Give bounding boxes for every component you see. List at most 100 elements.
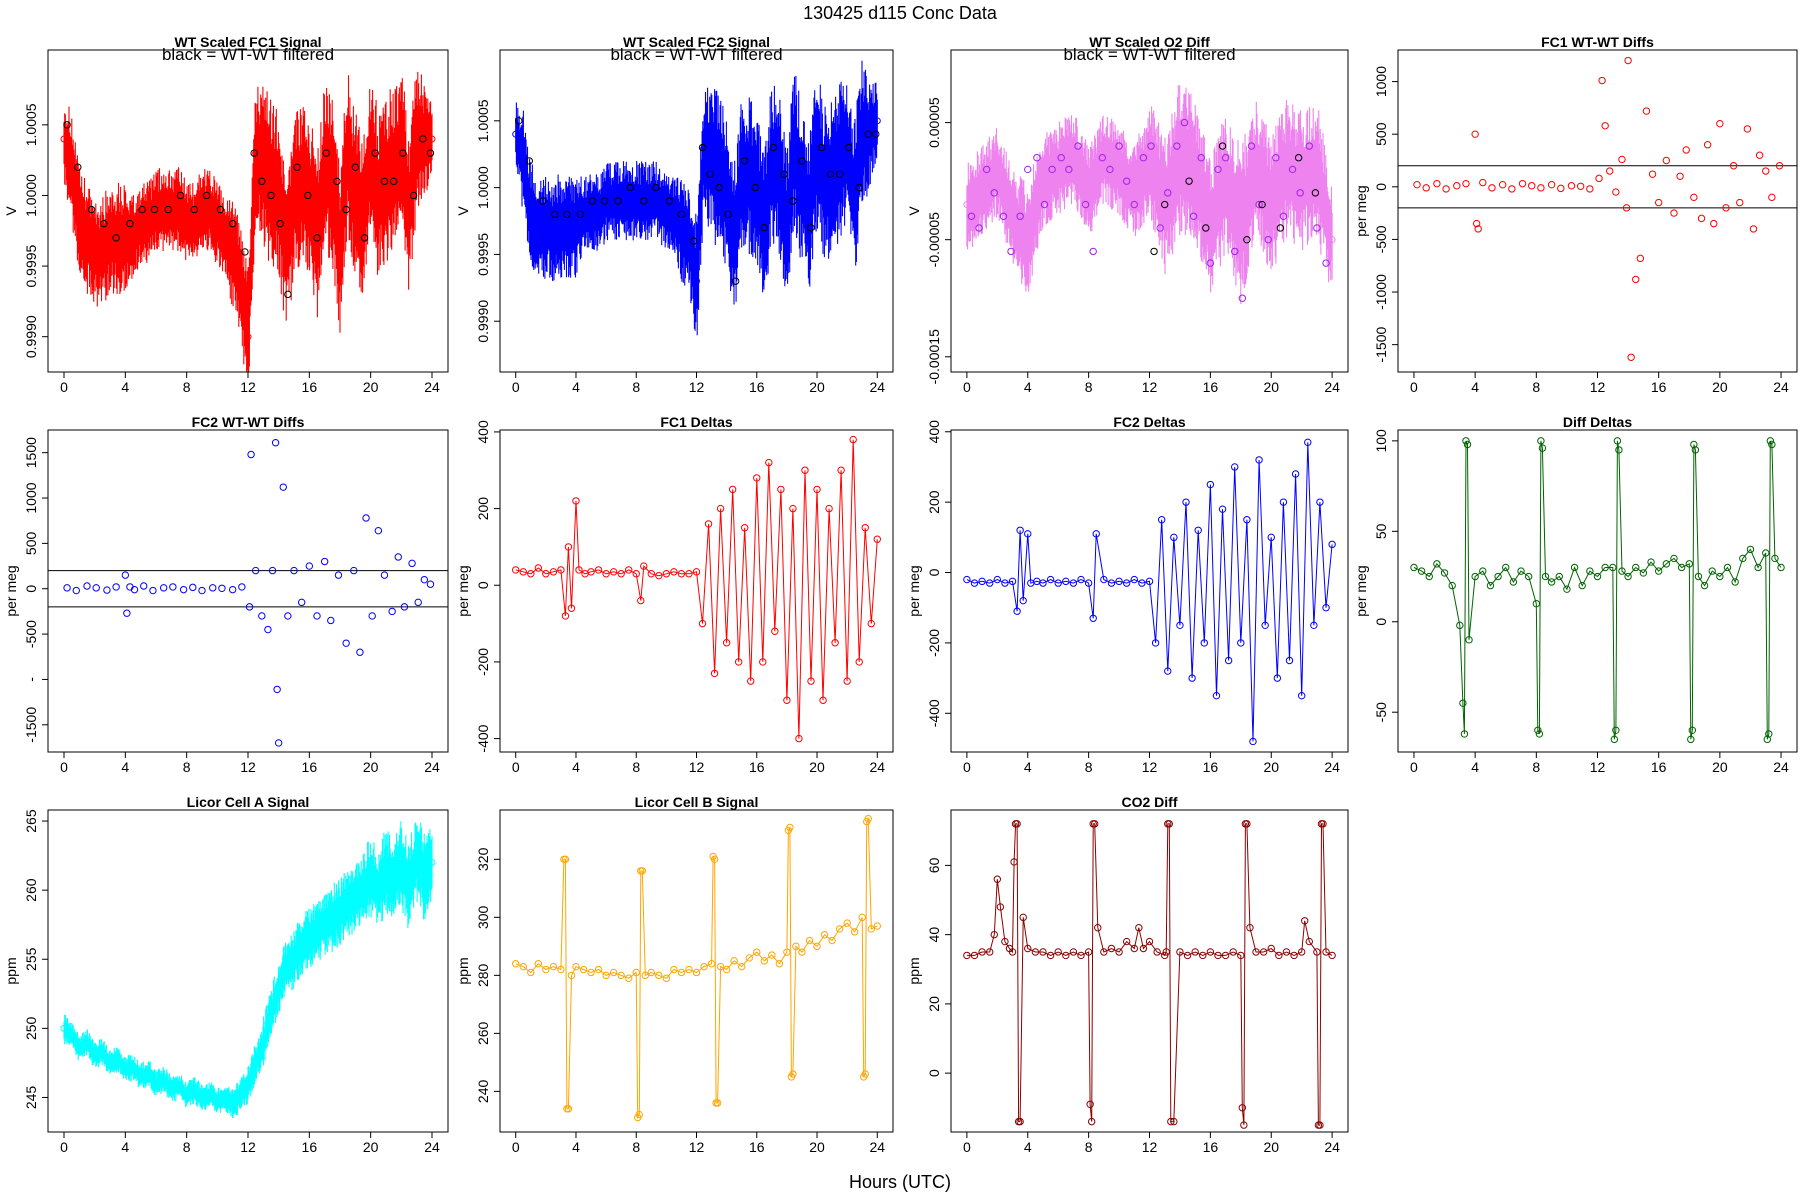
- data-point: [356, 648, 364, 656]
- data-point: [1048, 165, 1056, 174]
- data-point: [1488, 184, 1496, 192]
- data-point: [244, 333, 252, 341]
- data-point: [1194, 526, 1202, 534]
- data-point: [588, 197, 597, 205]
- signal-center-line: [63, 138, 432, 337]
- data-point: [789, 504, 797, 513]
- data-point: [783, 948, 791, 956]
- panel-7: FC2 Deltas 0 4 8 12 16 20 24 -400 -200 0 200 400 per …: [906, 414, 1349, 775]
- data-point: [313, 612, 321, 620]
- data-point: [164, 205, 172, 214]
- data-point: [112, 583, 120, 591]
- panel-title: WT Scaled FC2 Signal: [623, 34, 770, 50]
- data-point: [1305, 937, 1313, 946]
- data-point: [564, 543, 573, 551]
- data-point: [519, 568, 527, 576]
- data-point: [1145, 577, 1154, 586]
- data-point: [1305, 142, 1313, 150]
- data-point: [557, 566, 565, 574]
- data-point: [1700, 581, 1709, 590]
- data-point: [1115, 142, 1123, 150]
- data-point: [525, 157, 533, 165]
- x-tick-label: 20: [1263, 759, 1279, 775]
- y-tick-label: 260: [475, 1021, 491, 1045]
- data-point: [426, 580, 435, 588]
- data-point: [321, 921, 329, 929]
- data-point: [1016, 1117, 1024, 1126]
- y-tick-label: 200: [475, 497, 491, 521]
- data-point: [775, 170, 783, 178]
- data-point: [557, 224, 565, 232]
- data-point: [137, 1073, 145, 1081]
- data-point: [1316, 1121, 1324, 1129]
- data-point: [1084, 579, 1093, 587]
- data-point: [1703, 141, 1712, 149]
- data-point: [1422, 184, 1430, 192]
- y-tick-label: 400: [475, 420, 491, 444]
- data-point: [1425, 572, 1433, 581]
- data-point: [1098, 154, 1107, 162]
- data-point: [247, 450, 255, 459]
- data-point: [638, 867, 646, 875]
- data-point: [279, 483, 287, 491]
- data-point: [1508, 185, 1516, 193]
- data-point: [1024, 236, 1032, 244]
- data-point: [692, 568, 701, 576]
- data-point: [83, 234, 91, 242]
- data-point: [710, 669, 719, 678]
- data-point: [1448, 581, 1456, 590]
- y-tick-label: 250: [23, 1016, 39, 1040]
- data-point: [1046, 575, 1055, 584]
- data-point: [351, 191, 359, 199]
- data-point: [1247, 142, 1256, 150]
- data-point: [1007, 247, 1015, 256]
- y-tick-label: -400: [926, 699, 942, 727]
- data-point: [1694, 572, 1703, 581]
- data-point: [745, 954, 753, 962]
- data-point: [1627, 353, 1635, 361]
- data-point: [1019, 596, 1027, 605]
- data-point: [873, 117, 881, 125]
- data-point: [567, 604, 576, 612]
- data-point: [805, 210, 813, 218]
- data-point: [290, 955, 298, 963]
- x-tick-label: 20: [363, 759, 379, 775]
- y-tick-label: 0: [1373, 183, 1389, 191]
- data-point: [1570, 563, 1579, 572]
- data-point: [368, 612, 376, 620]
- data-point: [1238, 1104, 1247, 1112]
- data-point: [1157, 516, 1166, 524]
- data-point: [963, 201, 971, 209]
- figure-suptitle: 130425 d115 Conc Data: [803, 3, 998, 23]
- series-signal: [963, 85, 1336, 304]
- data-point: [229, 1100, 237, 1108]
- data-point: [367, 149, 375, 157]
- data-point: [993, 575, 1002, 584]
- y-tick-label: 0: [926, 1069, 942, 1077]
- series-wt-wt-filtered: [1150, 142, 1320, 256]
- data-point: [1267, 533, 1275, 542]
- x-tick-label: 0: [963, 1139, 971, 1155]
- data-point: [374, 886, 382, 894]
- x-tick-label: 4: [572, 1139, 580, 1155]
- data-point: [817, 143, 826, 152]
- data-point: [1252, 165, 1260, 173]
- data-point: [1139, 154, 1148, 162]
- panel-10: Licor Cell B Signal 0 4 8 12 16 20 24 240 260 280 3…: [455, 794, 894, 1155]
- data-point: [549, 224, 557, 232]
- y-tick-label: 1.0000: [23, 174, 39, 217]
- data-point: [713, 1099, 722, 1107]
- data-point: [1218, 505, 1227, 513]
- data-point: [986, 948, 994, 956]
- data-point: [1107, 579, 1116, 587]
- data-point: [267, 177, 275, 185]
- data-point: [1115, 577, 1123, 586]
- data-point: [647, 968, 656, 977]
- panel-9: Licor Cell A Signal 0 4 8 12 16 20 24 245 250 255 2…: [3, 794, 449, 1155]
- data-point: [963, 951, 971, 960]
- data-point: [98, 248, 106, 256]
- data-point: [382, 865, 390, 873]
- data-point: [1624, 56, 1632, 65]
- data-point: [855, 183, 863, 192]
- data-point: [982, 165, 991, 174]
